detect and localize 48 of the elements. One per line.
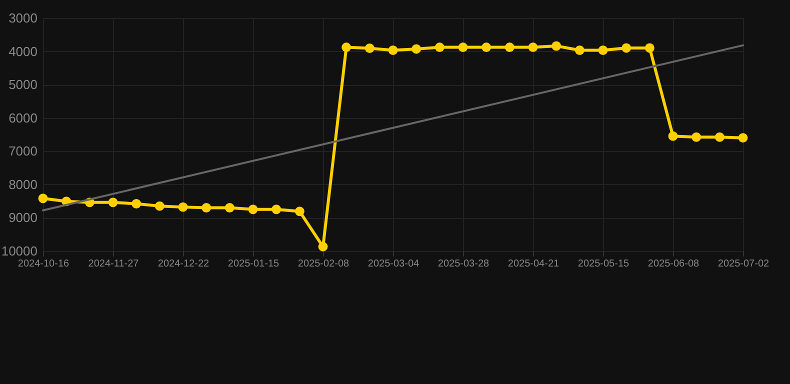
x-tick-label: 2024-10-16 bbox=[18, 258, 70, 270]
point bbox=[552, 41, 562, 51]
point bbox=[528, 42, 538, 52]
x-tick-label: 2025-03-28 bbox=[438, 258, 490, 270]
point bbox=[178, 202, 188, 212]
point bbox=[482, 42, 492, 52]
y-tick-label: 6000 bbox=[8, 110, 38, 126]
y-tick-label: 9000 bbox=[8, 210, 38, 226]
x-tick-label: 2025-07-02 bbox=[718, 258, 770, 270]
point bbox=[294, 206, 304, 216]
point bbox=[224, 202, 234, 212]
point bbox=[154, 201, 164, 211]
x-tick-label: 2025-05-15 bbox=[578, 258, 630, 270]
x-tick-label: 2025-03-04 bbox=[368, 258, 420, 270]
y-tick-label: 3000 bbox=[8, 10, 38, 26]
point bbox=[132, 199, 142, 208]
point bbox=[38, 194, 48, 204]
point bbox=[668, 131, 678, 141]
x-tick-label: 2024-11-27 bbox=[88, 258, 140, 270]
x-tick-label: 2024-12-22 bbox=[158, 258, 210, 270]
y-tick-label: 8000 bbox=[8, 176, 38, 192]
point bbox=[388, 46, 398, 56]
point bbox=[504, 42, 514, 52]
x-tick-label: 2025-02-08 bbox=[298, 258, 350, 270]
x-tick-label: 2025-04-21 bbox=[508, 258, 560, 270]
point bbox=[272, 204, 282, 214]
x-tick-label: 2025-01-15 bbox=[228, 258, 280, 270]
point bbox=[574, 46, 584, 56]
point bbox=[412, 44, 422, 54]
point bbox=[458, 42, 468, 52]
point bbox=[202, 202, 212, 212]
point bbox=[738, 133, 748, 143]
point bbox=[364, 44, 374, 54]
point bbox=[598, 46, 608, 56]
point bbox=[342, 42, 352, 52]
point bbox=[108, 198, 118, 208]
y-tick-label: 5000 bbox=[8, 77, 38, 92]
point bbox=[622, 43, 632, 53]
y-tick-label: 10000 bbox=[1, 244, 38, 258]
point bbox=[248, 204, 258, 214]
point bbox=[644, 43, 654, 53]
point bbox=[692, 132, 702, 142]
point bbox=[714, 132, 724, 142]
y-tick-label: 4000 bbox=[8, 44, 38, 59]
point bbox=[318, 242, 328, 252]
point bbox=[434, 42, 444, 52]
x-tick-label: 2025-06-08 bbox=[648, 258, 700, 270]
y-tick-label: 7000 bbox=[8, 144, 38, 159]
